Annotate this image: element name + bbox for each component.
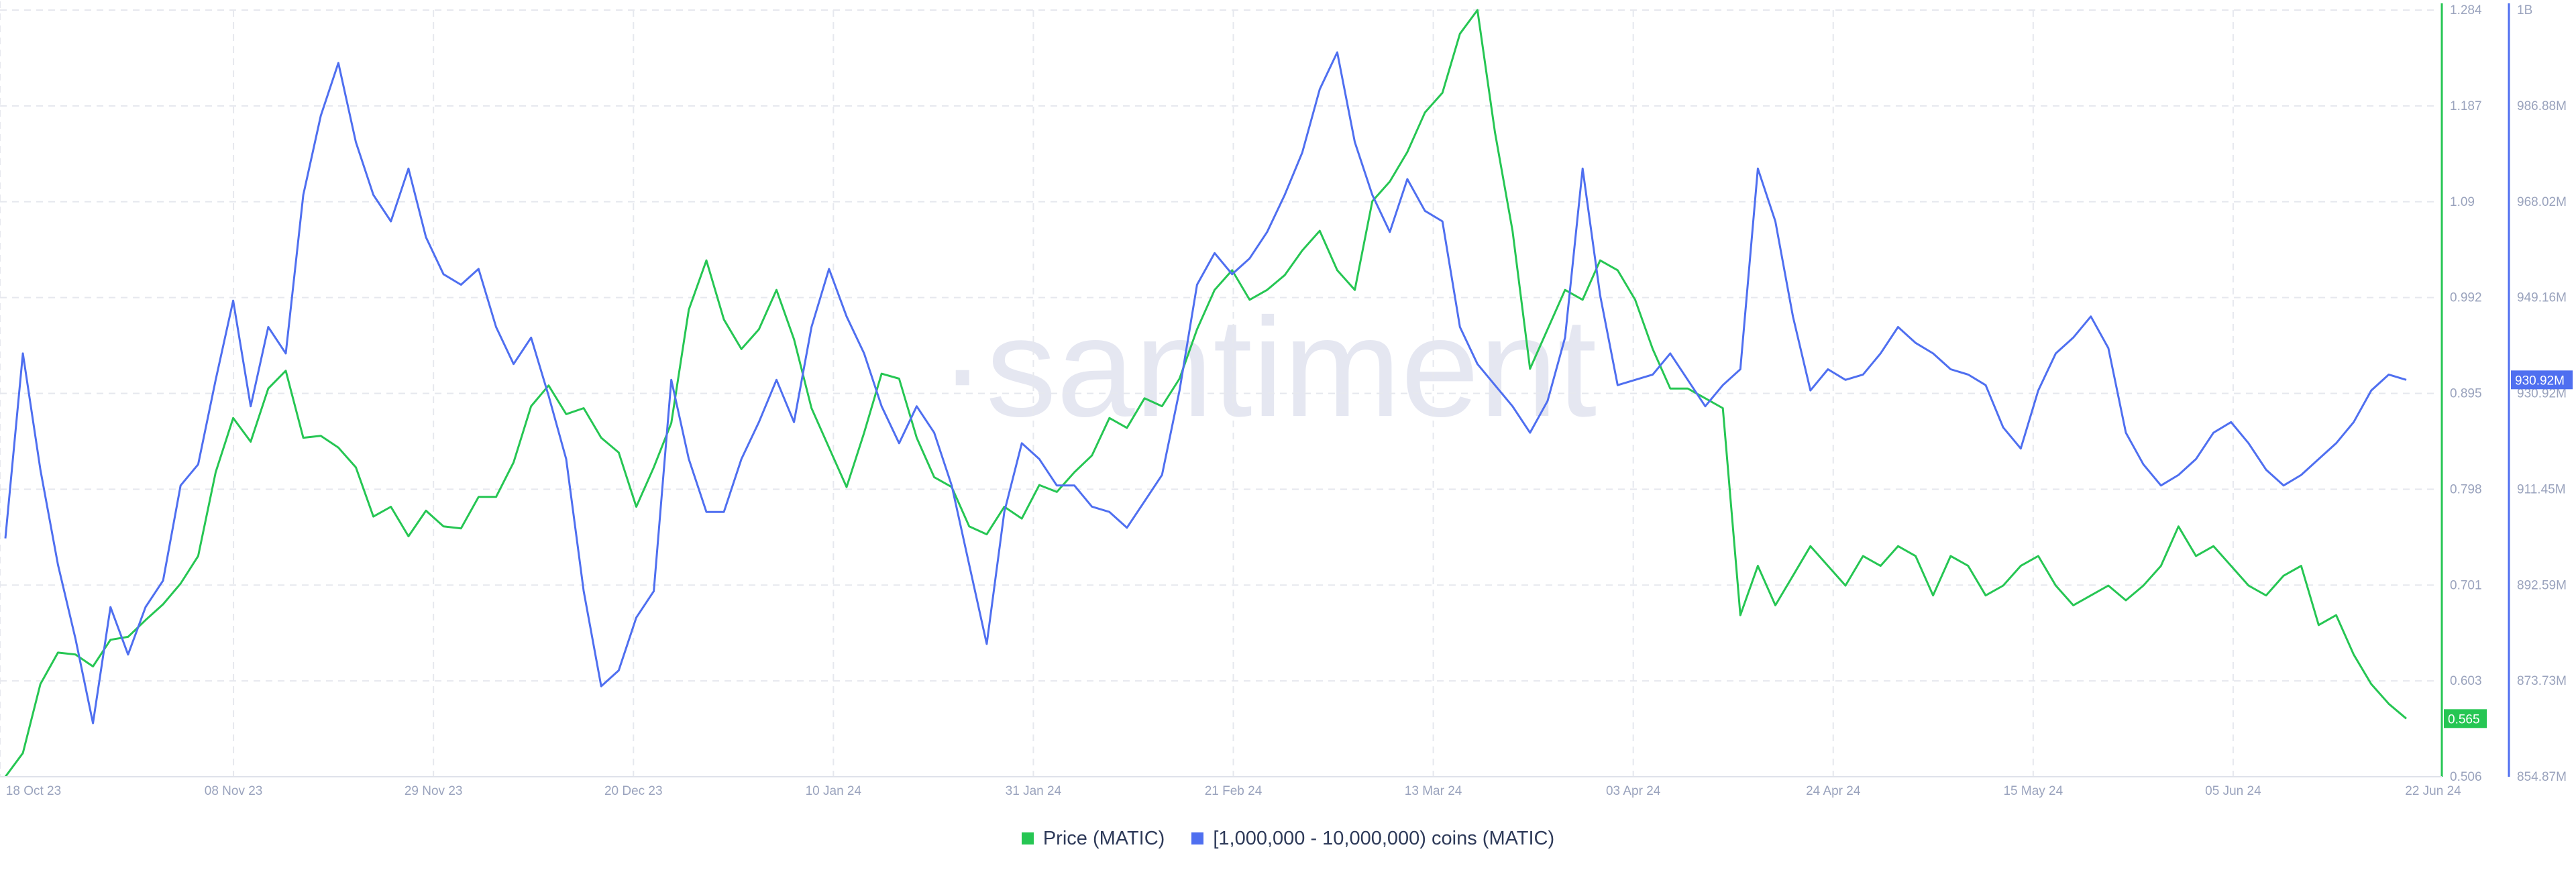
holders-tick-label: 949.16M <box>2517 291 2567 305</box>
legend-label-price: Price (MATIC) <box>1042 827 1165 849</box>
price-series-line <box>4 9 2407 777</box>
price-tick-label: 0.701 <box>2450 578 2482 592</box>
x-tick-label: 24 Apr 24 <box>1806 784 1861 798</box>
holders-tick-label: 911.45M <box>2517 482 2566 496</box>
x-tick-label: 05 Jun 24 <box>2205 784 2261 798</box>
x-tick-label: 22 Jun 24 <box>2405 784 2461 798</box>
price-last-badge: 0.565 <box>2444 709 2487 728</box>
holders-last-badge-bg <box>2511 370 2573 390</box>
x-tick-label: 21 Feb 24 <box>1205 784 1263 798</box>
price-tick-label: 0.798 <box>2450 482 2482 496</box>
holders-tick-label: 986.88M <box>2517 99 2567 113</box>
legend-item-holders[interactable]: [1,000,000 - 10,000,000) coins (MATIC) <box>1191 828 1554 850</box>
holders-tick-label: 930.92M <box>2517 387 2567 401</box>
price-tick-label: 0.895 <box>2450 387 2482 401</box>
holders-tick-label: 873.73M <box>2517 674 2567 688</box>
axes: 1.284 1.187 1.09 0.992 0.895 0.798 0.701 0.603 0… <box>0 3 2573 798</box>
holders-tick-label: 968.02M <box>2517 195 2567 209</box>
x-tick-label: 13 Mar 24 <box>1405 784 1462 798</box>
holders-tick-label: 892.59M <box>2517 578 2567 592</box>
x-tick-label: 20 Dec 23 <box>604 784 663 798</box>
price-last-badge-text: 0.565 <box>2448 712 2480 726</box>
price-tick-label: 1.09 <box>2450 195 2475 209</box>
x-tick-label: 10 Jan 24 <box>806 784 862 798</box>
price-tick-label: 0.506 <box>2450 770 2482 784</box>
price-tick-label: 1.187 <box>2450 99 2482 113</box>
watermark: ·santiment <box>939 288 1597 446</box>
holders-series-line <box>4 51 2407 724</box>
x-tick-label: 29 Nov 23 <box>405 784 463 798</box>
legend-label-holders: [1,000,000 - 10,000,000) coins (MATIC) <box>1213 827 1555 849</box>
holders-last-badge-text: 930.92M <box>2515 374 2565 388</box>
x-tick-label: 08 Nov 23 <box>205 784 263 798</box>
holders-tick-label: 854.87M <box>2517 770 2567 784</box>
x-tick-label: 31 Jan 24 <box>1006 784 1062 798</box>
x-tick-label: 03 Apr 24 <box>1606 784 1661 798</box>
legend-swatch-holders <box>1191 832 1204 844</box>
legend: Price (MATIC) [1,000,000 - 10,000,000) c… <box>0 825 2576 852</box>
holders-last-badge: 930.92M <box>2511 370 2573 390</box>
legend-swatch-price <box>1021 832 1034 844</box>
legend-item-price[interactable]: Price (MATIC) <box>1021 827 1165 850</box>
price-tick-label: 0.992 <box>2450 291 2482 305</box>
price-tick-label: 0.603 <box>2450 674 2482 688</box>
holders-tick-label: 1B <box>2517 3 2532 17</box>
x-tick-label: 15 May 24 <box>2003 784 2063 798</box>
price-last-badge-bg <box>2444 709 2487 728</box>
x-tick-label: 18 Oct 23 <box>6 784 61 798</box>
price-tick-label: 1.284 <box>2450 3 2482 17</box>
series-layer <box>4 9 2407 777</box>
